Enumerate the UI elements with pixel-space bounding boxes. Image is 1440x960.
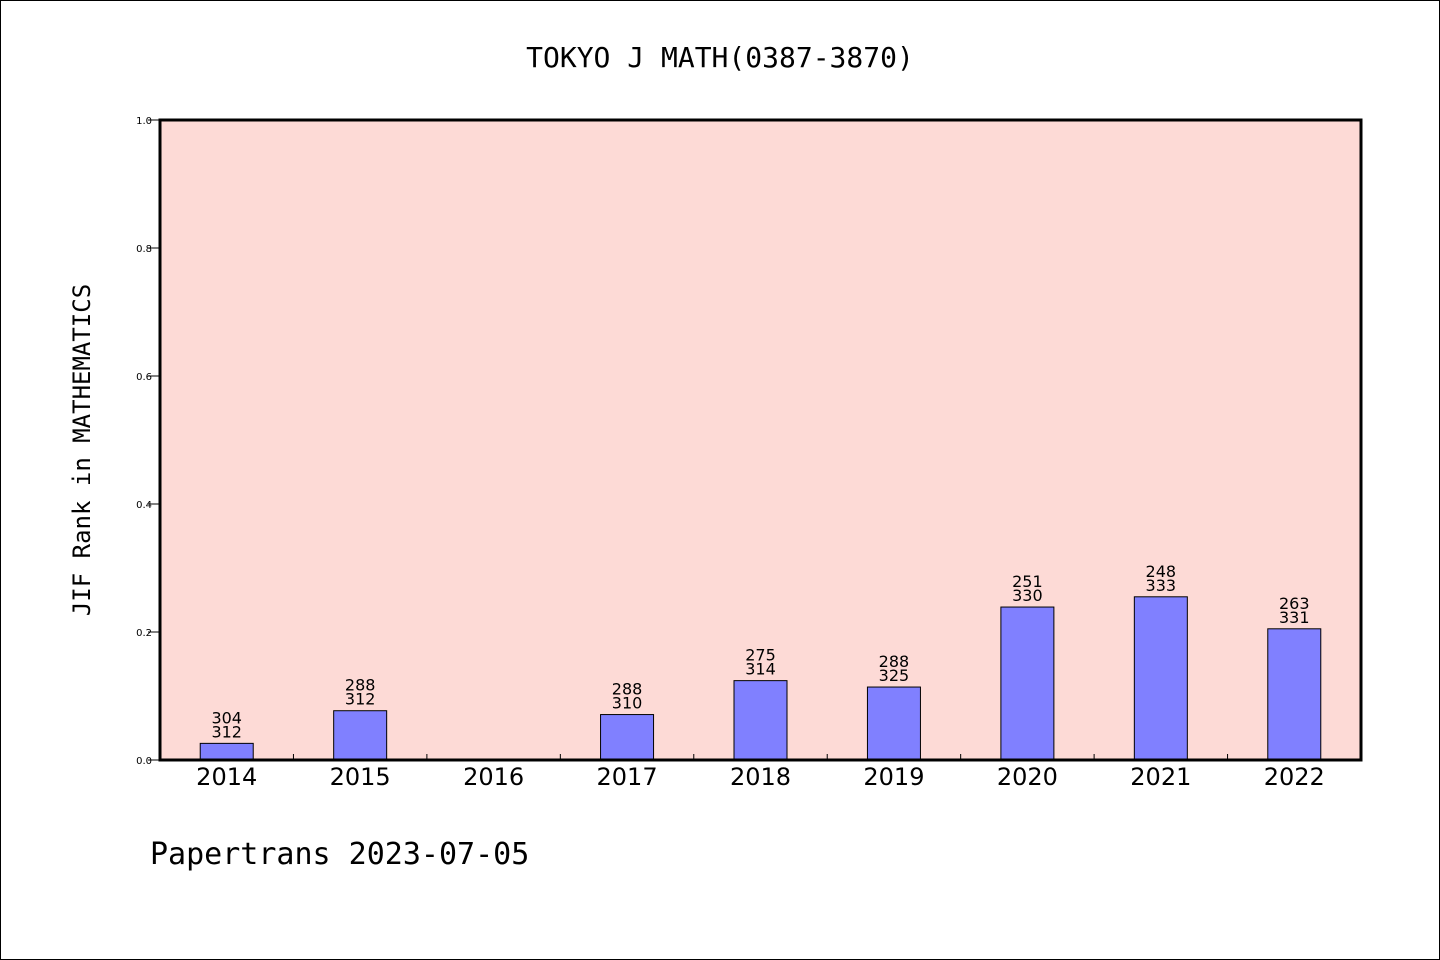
- bar-2018: [733, 680, 788, 761]
- bar-2020: [1000, 606, 1055, 761]
- y-axis-label: JIF Rank in MATHEMATICS: [68, 284, 96, 616]
- x-tick-label: 2020: [997, 763, 1058, 791]
- y-tick-label: 0.0: [136, 756, 152, 767]
- y-tick-label: 0.2: [136, 628, 152, 639]
- y-tick-label: 0.6: [136, 372, 152, 383]
- x-tick-label: 2019: [863, 763, 924, 791]
- x-tick-label: 2014: [196, 763, 257, 791]
- bar-2015: [333, 710, 388, 761]
- bar-2019: [866, 686, 921, 761]
- bar-rank-label: 251: [1012, 572, 1043, 591]
- bar-rank-label: 288: [612, 680, 643, 699]
- bar-total-label: 312: [345, 690, 376, 709]
- bar-total-label: 310: [612, 694, 643, 713]
- bar-rank-label: 248: [1146, 562, 1177, 581]
- y-tick-label: 0.8: [136, 244, 152, 255]
- bar-2014: [199, 742, 254, 761]
- bar-total-label: 314: [745, 660, 776, 679]
- bar-rank-label: 263: [1279, 594, 1310, 613]
- x-tick-label: 2021: [1130, 763, 1191, 791]
- bar-total-label: 312: [211, 722, 242, 741]
- bar-total-label: 333: [1146, 576, 1177, 595]
- bar-2022: [1267, 628, 1322, 761]
- y-tick-label: 1.0: [136, 116, 152, 127]
- y-tick-label: 0.4: [136, 500, 152, 511]
- chart-title: TOKYO J MATH(0387-3870): [526, 41, 914, 74]
- bar-2021: [1133, 596, 1188, 761]
- bar-total-label: 330: [1012, 586, 1043, 605]
- x-tick-label: 2017: [597, 763, 658, 791]
- bar-total-label: 325: [879, 666, 910, 685]
- bar-rank-label: 288: [879, 652, 910, 671]
- bar-total-label: 331: [1279, 608, 1310, 627]
- bar-rank-label: 304: [211, 708, 242, 727]
- bar-rank-label: 288: [345, 676, 376, 695]
- footer-text: Papertrans 2023-07-05: [150, 837, 529, 872]
- plot-border: [158, 118, 1363, 762]
- x-tick-label: 2015: [330, 763, 391, 791]
- bar-2017: [600, 714, 655, 761]
- x-tick-label: 2018: [730, 763, 791, 791]
- x-tick-label: 2016: [463, 763, 524, 791]
- x-tick-label: 2022: [1264, 763, 1325, 791]
- bar-rank-label: 275: [745, 646, 776, 665]
